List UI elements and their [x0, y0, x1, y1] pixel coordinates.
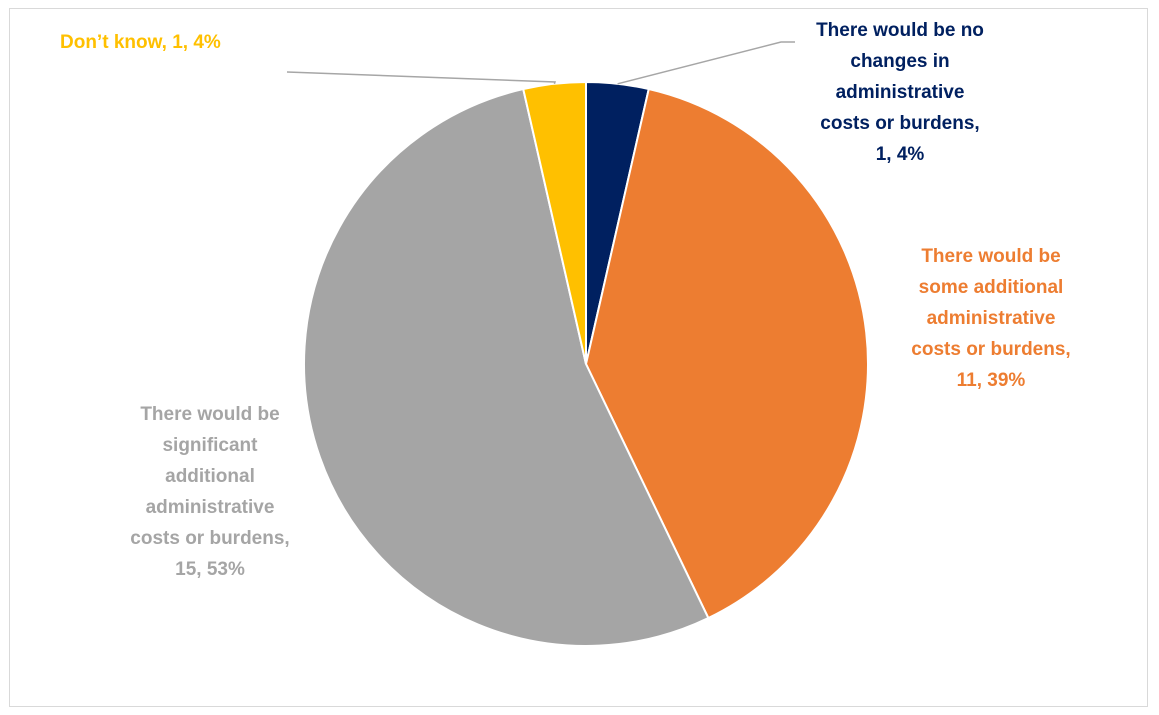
pie-slice-some-additional — [584, 87, 869, 620]
leader-line-no-changes — [617, 41, 795, 85]
pie-slice-significant-additional — [303, 87, 710, 647]
data-label-no-changes: There would be no changes in administrat… — [816, 20, 984, 165]
leader-line-dont-know — [286, 71, 557, 85]
data-label-significant-additional: There would be significant additional ad… — [130, 404, 290, 580]
data-label-some-additional: There would be some additional administr… — [911, 246, 1071, 391]
data-label-dont-know: Don’t know, 1, 4% — [60, 32, 221, 53]
pie-slice-dont-know — [522, 80, 587, 365]
